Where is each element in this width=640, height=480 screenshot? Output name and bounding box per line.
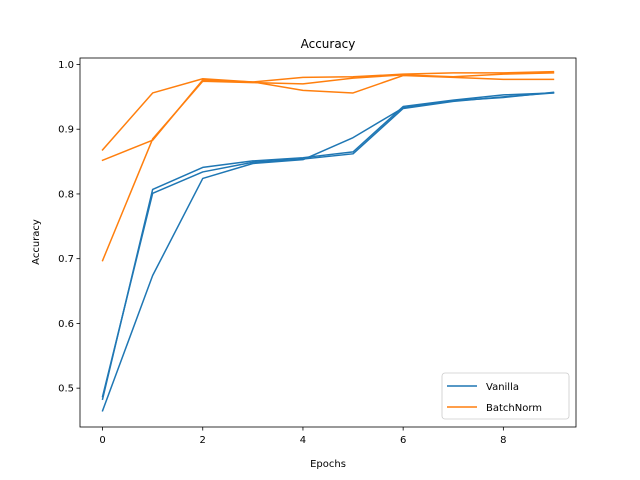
series-line-batchnorm-3 [101, 72, 555, 262]
x-tick-label: 6 [400, 435, 406, 446]
y-axis-ticks: 0.5 0.6 0.7 0.8 0.9 1.0 [58, 60, 80, 395]
y-tick-label: 0.5 [58, 384, 74, 395]
x-tick-label: 0 [99, 435, 105, 446]
y-tick-label: 0.9 [58, 125, 74, 136]
x-tick-label: 2 [200, 435, 206, 446]
legend-label-vanilla: Vanilla [486, 382, 519, 393]
y-tick-label: 0.6 [58, 319, 74, 330]
y-tick-label: 0.7 [58, 254, 74, 265]
legend: Vanilla BatchNorm [441, 372, 570, 420]
chart-title: Accuracy [301, 37, 356, 51]
plot-area-frame [79, 57, 577, 428]
x-tick-label: 8 [500, 435, 506, 446]
series-line-vanilla-1 [101, 92, 555, 401]
y-tick-label: 0.8 [58, 189, 74, 200]
x-axis-ticks: 0 2 4 6 8 [99, 427, 507, 446]
series-line-vanilla-3 [101, 91, 555, 412]
y-axis-label: Accuracy [31, 219, 42, 265]
legend-label-batchnorm: BatchNorm [486, 403, 542, 414]
x-axis-label: Epochs [310, 459, 346, 470]
x-tick-label: 4 [300, 435, 306, 446]
series-line-batchnorm-1 [101, 70, 555, 151]
series-layer [101, 70, 555, 412]
y-tick-label: 1.0 [58, 60, 74, 71]
